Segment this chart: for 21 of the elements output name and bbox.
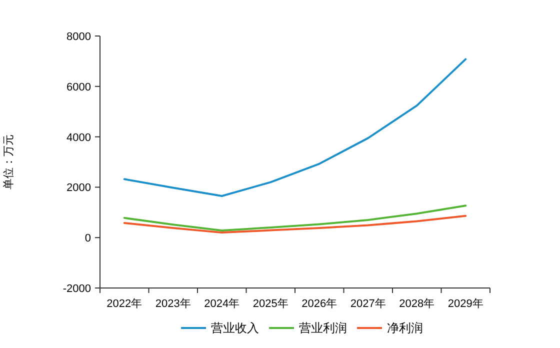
x-tick-label: 2023年 <box>155 298 191 310</box>
y-tick-label: 4000 <box>66 132 91 144</box>
x-tick-label: 2027年 <box>350 298 386 310</box>
x-tick-label: 2024年 <box>204 298 240 310</box>
x-tick-label: 2025年 <box>252 298 288 310</box>
y-tick-label: 8000 <box>66 31 91 43</box>
line-series <box>123 58 467 198</box>
legend-label: 净利润 <box>387 321 423 335</box>
legend-label: 营业收入 <box>211 321 259 335</box>
legend-label: 营业利润 <box>299 321 347 335</box>
x-tick-label: 2026年 <box>302 298 338 310</box>
x-tick-label: 2029年 <box>448 298 484 310</box>
y-tick-label: -2000 <box>62 283 91 295</box>
y-tick-label: 6000 <box>66 81 91 94</box>
line-series <box>123 214 467 234</box>
x-tick-label: 2022年 <box>106 298 142 310</box>
x-tick-label: 2028年 <box>399 298 435 310</box>
y-tick-label: 2000 <box>66 182 91 194</box>
y-tick-label: 0 <box>84 232 91 245</box>
line-series <box>123 204 467 232</box>
y-axis-title: 单位：万元 <box>2 134 15 190</box>
